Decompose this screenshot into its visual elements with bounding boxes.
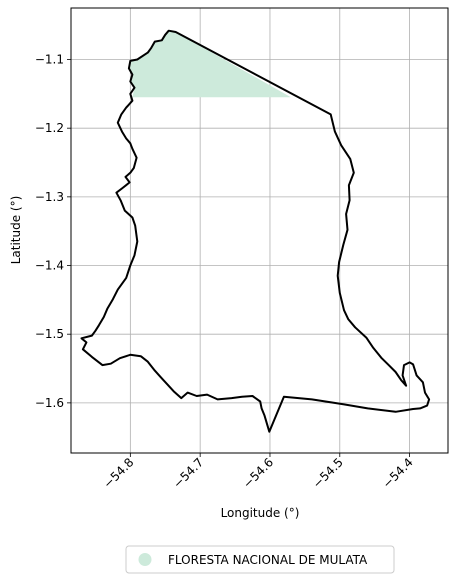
legend-marker xyxy=(138,553,152,566)
legend: FLORESTA NACIONAL DE MULATA xyxy=(125,545,395,574)
y-axis-label: Latitude (°) xyxy=(9,196,23,265)
y-tick-label: −1.2 xyxy=(35,121,64,135)
forest-fill-area xyxy=(128,30,291,98)
plot-area xyxy=(70,7,449,454)
y-axis-ticks: −1.1 −1.2 −1.3 −1.4 −1.5 −1.6 xyxy=(35,53,71,410)
y-tick-label: −1.6 xyxy=(35,396,64,410)
legend-box xyxy=(125,545,395,574)
y-tick-label: −1.4 xyxy=(35,259,64,273)
x-axis-label: Longitude (°) xyxy=(221,506,300,520)
y-tick-label: −1.3 xyxy=(35,190,64,204)
forest-boundary-outline xyxy=(80,29,431,433)
plot-frame xyxy=(70,7,449,454)
y-tick-label: −1.1 xyxy=(35,53,64,67)
legend-label: FLORESTA NACIONAL DE MULATA xyxy=(168,553,368,567)
y-tick-label: −1.5 xyxy=(35,327,64,341)
